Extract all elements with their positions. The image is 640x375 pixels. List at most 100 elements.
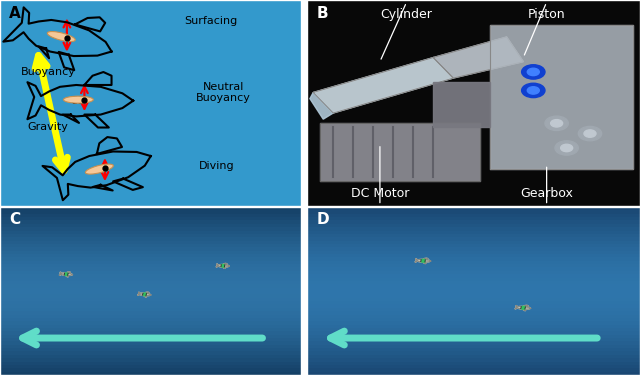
Bar bbox=[307, 358, 640, 362]
Polygon shape bbox=[144, 296, 147, 297]
Bar bbox=[307, 298, 640, 301]
Polygon shape bbox=[84, 115, 109, 128]
Polygon shape bbox=[522, 309, 526, 310]
Bar bbox=[307, 334, 640, 338]
Text: Diving: Diving bbox=[199, 162, 235, 171]
Bar bbox=[0, 217, 301, 220]
Bar bbox=[307, 351, 640, 355]
Bar bbox=[307, 362, 640, 365]
Polygon shape bbox=[415, 259, 431, 262]
Polygon shape bbox=[97, 137, 122, 154]
Text: Neutral
Buoyancy: Neutral Buoyancy bbox=[196, 82, 250, 103]
Bar bbox=[0, 251, 301, 254]
Circle shape bbox=[545, 116, 568, 130]
Text: CG: CG bbox=[71, 96, 85, 106]
Text: C: C bbox=[9, 212, 20, 227]
Polygon shape bbox=[313, 57, 453, 113]
Polygon shape bbox=[143, 293, 147, 296]
Bar bbox=[0, 332, 301, 334]
Bar bbox=[0, 325, 301, 328]
Bar bbox=[307, 338, 640, 341]
Circle shape bbox=[561, 144, 573, 152]
Bar bbox=[0, 248, 301, 250]
Bar bbox=[0, 231, 301, 234]
Polygon shape bbox=[66, 275, 68, 277]
Polygon shape bbox=[422, 260, 425, 262]
Bar bbox=[307, 304, 640, 308]
Bar bbox=[0, 207, 301, 210]
Polygon shape bbox=[65, 273, 68, 276]
Bar bbox=[307, 288, 640, 291]
Polygon shape bbox=[515, 306, 531, 309]
Bar bbox=[0, 351, 301, 355]
Polygon shape bbox=[223, 267, 225, 268]
Bar bbox=[0, 311, 301, 315]
Bar bbox=[0, 241, 301, 244]
Polygon shape bbox=[522, 306, 525, 309]
Ellipse shape bbox=[47, 32, 76, 42]
Polygon shape bbox=[93, 185, 113, 190]
Polygon shape bbox=[320, 123, 480, 181]
Text: D: D bbox=[317, 212, 329, 227]
Ellipse shape bbox=[85, 164, 113, 174]
Bar bbox=[307, 341, 640, 345]
Bar bbox=[0, 281, 301, 284]
Bar bbox=[307, 251, 640, 254]
Polygon shape bbox=[84, 72, 111, 85]
Bar bbox=[0, 274, 301, 278]
Bar bbox=[307, 294, 640, 298]
Polygon shape bbox=[221, 264, 225, 267]
Bar bbox=[307, 207, 640, 210]
Bar bbox=[0, 284, 301, 288]
Polygon shape bbox=[216, 264, 229, 267]
Bar bbox=[307, 261, 640, 264]
Bar bbox=[307, 264, 640, 267]
Bar bbox=[307, 271, 640, 274]
Bar bbox=[307, 355, 640, 358]
Bar bbox=[0, 358, 301, 362]
Polygon shape bbox=[59, 52, 74, 70]
Bar bbox=[307, 348, 640, 351]
Polygon shape bbox=[423, 258, 428, 260]
Bar bbox=[0, 254, 301, 257]
Bar bbox=[0, 298, 301, 301]
Bar bbox=[0, 338, 301, 341]
Bar bbox=[0, 237, 301, 241]
Bar bbox=[0, 315, 301, 318]
Bar bbox=[307, 308, 640, 311]
Polygon shape bbox=[113, 178, 143, 190]
Bar bbox=[307, 224, 640, 227]
Bar bbox=[307, 257, 640, 261]
Bar bbox=[0, 264, 301, 267]
Text: Buoyancy: Buoyancy bbox=[20, 67, 76, 77]
Bar bbox=[307, 217, 640, 220]
Bar bbox=[0, 328, 301, 332]
Bar bbox=[0, 301, 301, 304]
Bar bbox=[0, 271, 301, 274]
Bar bbox=[0, 334, 301, 338]
Text: Cylinder: Cylinder bbox=[381, 8, 433, 21]
Polygon shape bbox=[66, 272, 70, 273]
Circle shape bbox=[527, 68, 540, 76]
Bar bbox=[307, 278, 640, 281]
Bar bbox=[307, 248, 640, 250]
Polygon shape bbox=[310, 93, 333, 119]
Bar bbox=[0, 372, 301, 375]
Bar bbox=[0, 244, 301, 248]
Bar bbox=[0, 294, 301, 298]
Bar bbox=[0, 321, 301, 325]
Bar bbox=[307, 210, 640, 214]
Bar bbox=[307, 234, 640, 237]
Bar bbox=[307, 227, 640, 231]
Bar bbox=[307, 318, 640, 321]
Bar bbox=[0, 318, 301, 321]
Bar bbox=[307, 321, 640, 325]
Bar bbox=[0, 234, 301, 237]
Bar bbox=[0, 362, 301, 365]
Polygon shape bbox=[523, 305, 528, 307]
Polygon shape bbox=[422, 262, 426, 264]
Polygon shape bbox=[223, 263, 227, 265]
Bar bbox=[307, 301, 640, 304]
Bar bbox=[307, 244, 640, 248]
Text: Gearbox: Gearbox bbox=[520, 187, 573, 200]
